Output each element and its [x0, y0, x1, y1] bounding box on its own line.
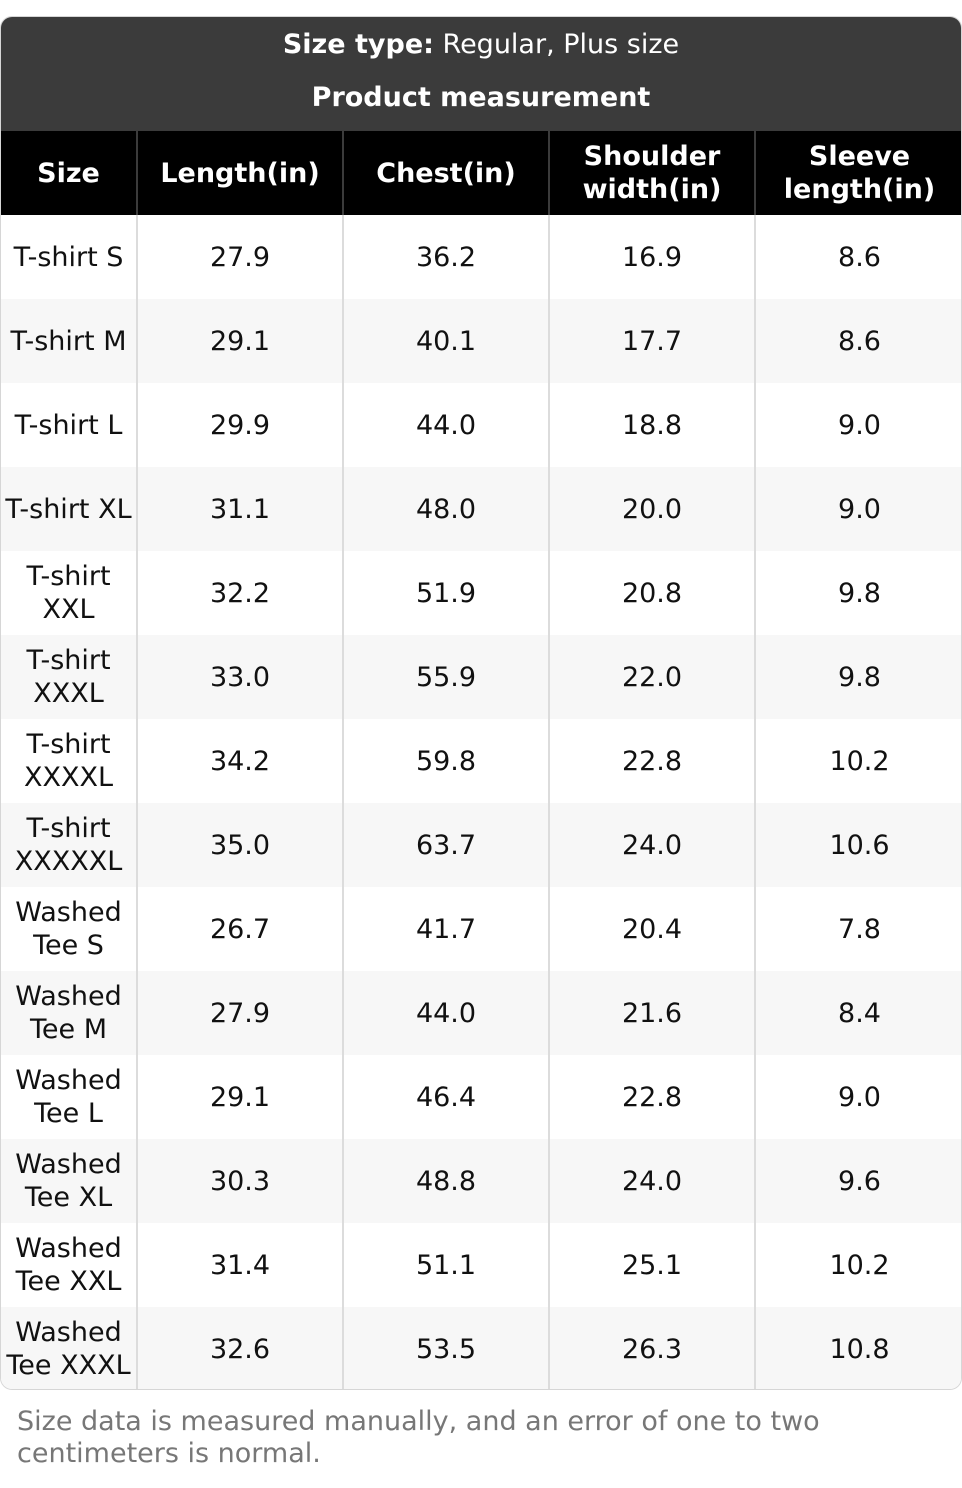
- size-cell: Washed Tee XL: [1, 1139, 137, 1223]
- product-measurement-title: Product measurement: [311, 82, 651, 113]
- table-row: T-shirt XXXL 33.0 55.9 22.0 9.8: [1, 635, 961, 719]
- table-row: Washed Tee XXL 31.4 51.1 25.1 10.2: [1, 1223, 961, 1307]
- size-cell: T-shirt M: [1, 299, 137, 383]
- size-cell: Washed Tee XXL: [1, 1223, 137, 1307]
- size-table-header-row: Size Length(in) Chest(in) Shoulder width…: [1, 129, 961, 215]
- table-row: T-shirt L 29.9 44.0 18.8 9.0: [1, 383, 961, 467]
- size-cell: Washed Tee S: [1, 887, 137, 971]
- table-row: T-shirt XXXXXL 35.0 63.7 24.0 10.6: [1, 803, 961, 887]
- shoulder-width-cell: 18.8: [548, 383, 755, 467]
- length-cell: 29.1: [136, 299, 343, 383]
- length-cell: 30.3: [136, 1139, 343, 1223]
- shoulder-width-cell: 22.8: [548, 1055, 755, 1139]
- sleeve-length-cell: 10.2: [754, 719, 961, 803]
- shoulder-width-cell: 25.1: [548, 1223, 755, 1307]
- shoulder-width-cell: 24.0: [548, 803, 755, 887]
- size-cell: T-shirt L: [1, 383, 137, 467]
- sleeve-length-cell: 9.8: [754, 551, 961, 635]
- sleeve-length-cell: 7.8: [754, 887, 961, 971]
- size-cell: T-shirt XL: [1, 467, 137, 551]
- table-row: T-shirt XXXXL 34.2 59.8 22.8 10.2: [1, 719, 961, 803]
- chest-cell: 59.8: [342, 719, 549, 803]
- chest-cell: 41.7: [342, 887, 549, 971]
- table-row: Washed Tee XXXL 32.6 53.5 26.3 10.8: [1, 1307, 961, 1389]
- chest-cell: 55.9: [342, 635, 549, 719]
- sleeve-length-cell: 8.6: [754, 299, 961, 383]
- size-cell: T-shirt XXXXXL: [1, 803, 137, 887]
- shoulder-width-cell: 16.9: [548, 215, 755, 299]
- size-type-label: Size type:: [282, 29, 434, 60]
- chest-cell: 53.5: [342, 1307, 549, 1389]
- table-row: T-shirt XXL 32.2 51.9 20.8 9.8: [1, 551, 961, 635]
- length-cell: 32.6: [136, 1307, 343, 1389]
- sleeve-length-cell: 8.4: [754, 971, 961, 1055]
- sleeve-length-cell: 10.8: [754, 1307, 961, 1389]
- shoulder-width-cell: 20.0: [548, 467, 755, 551]
- chest-cell: 51.1: [342, 1223, 549, 1307]
- table-row: Washed Tee XL 30.3 48.8 24.0 9.6: [1, 1139, 961, 1223]
- length-cell: 27.9: [136, 215, 343, 299]
- sleeve-length-cell: 9.8: [754, 635, 961, 719]
- shoulder-width-cell: 20.4: [548, 887, 755, 971]
- length-cell: 27.9: [136, 971, 343, 1055]
- length-cell: 32.2: [136, 551, 343, 635]
- chest-cell: 51.9: [342, 551, 549, 635]
- column-header-shoulder-width: Shoulder width(in): [548, 129, 755, 215]
- chest-cell: 40.1: [342, 299, 549, 383]
- table-row: T-shirt XL 31.1 48.0 20.0 9.0: [1, 467, 961, 551]
- chest-cell: 46.4: [342, 1055, 549, 1139]
- size-table-body: T-shirt S 27.9 36.2 16.9 8.6 T-shirt M 29.1 40.…: [1, 215, 961, 1389]
- size-cell: Washed Tee M: [1, 971, 137, 1055]
- column-header-sleeve-length: Sleeve length(in): [754, 129, 961, 215]
- sleeve-length-cell: 8.6: [754, 215, 961, 299]
- chest-cell: 48.0: [342, 467, 549, 551]
- size-chart-card: Size type: Regular, Plus size Product me…: [0, 16, 962, 1390]
- size-cell: Washed Tee XXXL: [1, 1307, 137, 1389]
- sleeve-length-cell: 9.0: [754, 467, 961, 551]
- size-cell: T-shirt XXXXL: [1, 719, 137, 803]
- sleeve-length-cell: 10.6: [754, 803, 961, 887]
- sleeve-length-cell: 10.2: [754, 1223, 961, 1307]
- length-cell: 31.4: [136, 1223, 343, 1307]
- shoulder-width-cell: 17.7: [548, 299, 755, 383]
- size-chart-header: Size type: Regular, Plus size Product me…: [1, 17, 961, 129]
- size-cell: T-shirt XXXL: [1, 635, 137, 719]
- column-header-length: Length(in): [136, 129, 343, 215]
- chest-cell: 44.0: [342, 971, 549, 1055]
- size-cell: T-shirt XXL: [1, 551, 137, 635]
- size-type-line: Size type: Regular, Plus size: [1, 17, 961, 63]
- shoulder-width-cell: 20.8: [548, 551, 755, 635]
- size-cell: Washed Tee L: [1, 1055, 137, 1139]
- length-cell: 33.0: [136, 635, 343, 719]
- sleeve-length-cell: 9.6: [754, 1139, 961, 1223]
- length-cell: 35.0: [136, 803, 343, 887]
- size-type-value: Regular, Plus size: [433, 29, 680, 60]
- sleeve-length-cell: 9.0: [754, 1055, 961, 1139]
- table-row: Washed Tee L 29.1 46.4 22.8 9.0: [1, 1055, 961, 1139]
- table-row: Washed Tee S 26.7 41.7 20.4 7.8: [1, 887, 961, 971]
- chest-cell: 36.2: [342, 215, 549, 299]
- sleeve-length-cell: 9.0: [754, 383, 961, 467]
- shoulder-width-cell: 24.0: [548, 1139, 755, 1223]
- length-cell: 34.2: [136, 719, 343, 803]
- chest-cell: 63.7: [342, 803, 549, 887]
- chest-cell: 44.0: [342, 383, 549, 467]
- table-row: T-shirt M 29.1 40.1 17.7 8.6: [1, 299, 961, 383]
- length-cell: 29.9: [136, 383, 343, 467]
- shoulder-width-cell: 22.0: [548, 635, 755, 719]
- table-row: T-shirt S 27.9 36.2 16.9 8.6: [1, 215, 961, 299]
- length-cell: 31.1: [136, 467, 343, 551]
- length-cell: 26.7: [136, 887, 343, 971]
- shoulder-width-cell: 26.3: [548, 1307, 755, 1389]
- table-row: Washed Tee M 27.9 44.0 21.6 8.4: [1, 971, 961, 1055]
- measurement-note: Size data is measured manually, and an e…: [17, 1406, 820, 1469]
- shoulder-width-cell: 21.6: [548, 971, 755, 1055]
- size-table: Size Length(in) Chest(in) Shoulder width…: [1, 129, 961, 1389]
- column-header-chest: Chest(in): [342, 129, 549, 215]
- length-cell: 29.1: [136, 1055, 343, 1139]
- chest-cell: 48.8: [342, 1139, 549, 1223]
- column-header-size: Size: [1, 129, 137, 215]
- size-cell: T-shirt S: [1, 215, 137, 299]
- shoulder-width-cell: 22.8: [548, 719, 755, 803]
